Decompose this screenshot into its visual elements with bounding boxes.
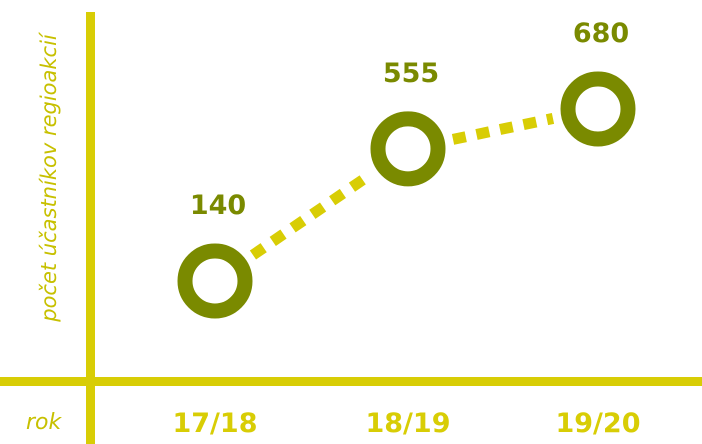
x-tick-label: 17/18 bbox=[172, 408, 257, 439]
y-axis-label: počet účastníkov regioakcií bbox=[37, 31, 61, 323]
x-tick-label: 19/20 bbox=[555, 408, 640, 439]
series-line-segment bbox=[451, 113, 555, 145]
data-label: 680 bbox=[573, 18, 629, 49]
data-point bbox=[177, 243, 253, 319]
data-label: 555 bbox=[383, 58, 439, 89]
x-axis-label: rok bbox=[26, 410, 63, 435]
data-labels: 140 555 680 bbox=[190, 18, 629, 221]
series-line-segment bbox=[249, 170, 374, 260]
data-point bbox=[560, 71, 636, 147]
data-label: 140 bbox=[190, 190, 246, 221]
x-tick-labels: 17/18 18/19 19/20 bbox=[172, 408, 640, 439]
x-tick-label: 18/19 bbox=[365, 408, 450, 439]
data-point bbox=[370, 111, 446, 187]
series-line bbox=[249, 113, 555, 260]
y-axis-line bbox=[86, 12, 95, 444]
x-axis-line bbox=[0, 377, 702, 386]
data-points bbox=[177, 71, 636, 319]
